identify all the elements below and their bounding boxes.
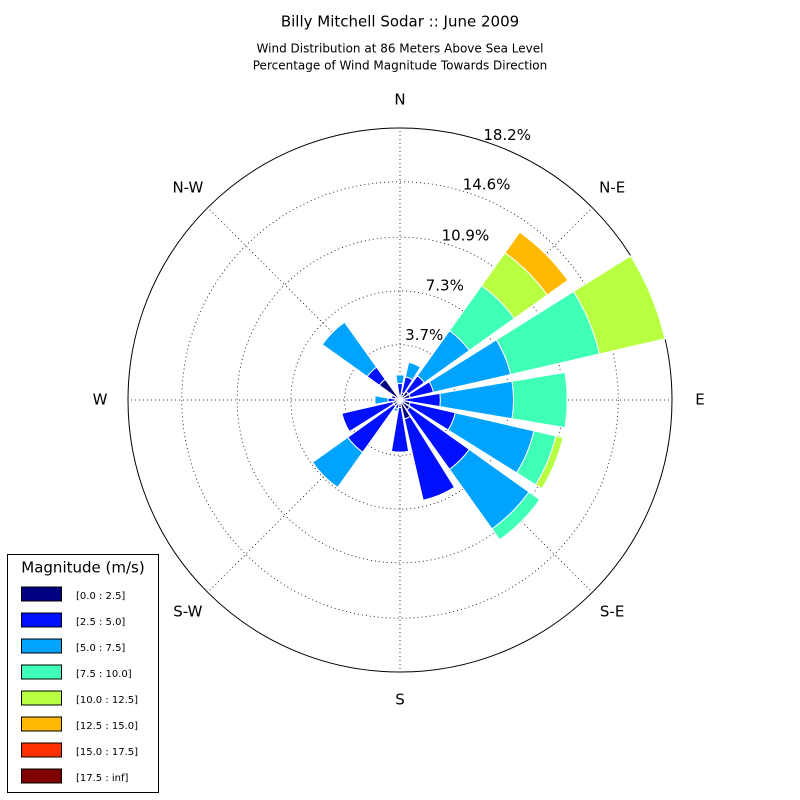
legend-swatch — [21, 664, 62, 680]
direction-label: N-E — [599, 178, 625, 196]
r-tick-label: 18.2% — [483, 126, 531, 144]
grid-circle — [127, 127, 673, 673]
direction-label: W — [93, 391, 108, 409]
direction-label: N-W — [172, 178, 203, 196]
r-tick-label: 10.9% — [442, 227, 490, 245]
direction-label: S-W — [173, 603, 202, 621]
legend-swatch — [21, 638, 62, 654]
legend-swatch — [21, 612, 62, 628]
r-tick-label: 3.7% — [405, 326, 443, 344]
legend-label: [5.0 : 7.5] — [76, 643, 125, 654]
direction-label: E — [695, 391, 704, 409]
direction-label: N — [394, 91, 405, 109]
legend-label: [2.5 : 5.0] — [76, 617, 125, 628]
legend-title: Magnitude (m/s) — [21, 559, 144, 577]
r-tick-label: 14.6% — [463, 176, 511, 194]
bar-segment — [341, 413, 350, 432]
legend-swatch — [21, 690, 62, 706]
chart-subtitle: Wind Distribution at 86 Meters Above Sea… — [257, 42, 544, 56]
legend-label: [15.0 : 17.5] — [76, 747, 138, 758]
direction-label: S — [395, 691, 405, 709]
legend-swatch — [21, 742, 62, 758]
bar-segment — [397, 395, 400, 397]
direction-label: S-E — [600, 603, 624, 621]
chart-title: Billy Mitchell Sodar :: June 2009 — [281, 13, 519, 31]
legend-label: [0.0 : 2.5] — [76, 591, 125, 602]
bar-segment — [408, 361, 421, 368]
bar-segment — [321, 321, 378, 378]
chart-subtitle: Percentage of Wind Magnitude Towards Dir… — [253, 59, 547, 73]
legend-label: [10.0 : 12.5] — [76, 695, 138, 706]
bar-segment — [511, 371, 568, 429]
legend-label: [12.5 : 15.0] — [76, 721, 138, 732]
grid-spoke — [207, 399, 401, 593]
bar-segment — [630, 255, 666, 339]
grid-circle — [181, 181, 619, 619]
bar-segment — [395, 374, 405, 385]
legend-swatch — [21, 768, 62, 784]
legend-label: [7.5 : 10.0] — [76, 669, 132, 680]
bar-segment — [564, 372, 568, 428]
bar-segment — [311, 462, 338, 489]
bar-segment — [391, 451, 409, 453]
legend-swatch — [21, 716, 62, 732]
legend-swatch — [21, 586, 62, 602]
legend-label: [17.5 : inf] — [76, 773, 129, 784]
bar-segment — [541, 437, 564, 489]
grid-spoke — [207, 207, 401, 401]
r-tick-label: 7.3% — [426, 276, 464, 294]
